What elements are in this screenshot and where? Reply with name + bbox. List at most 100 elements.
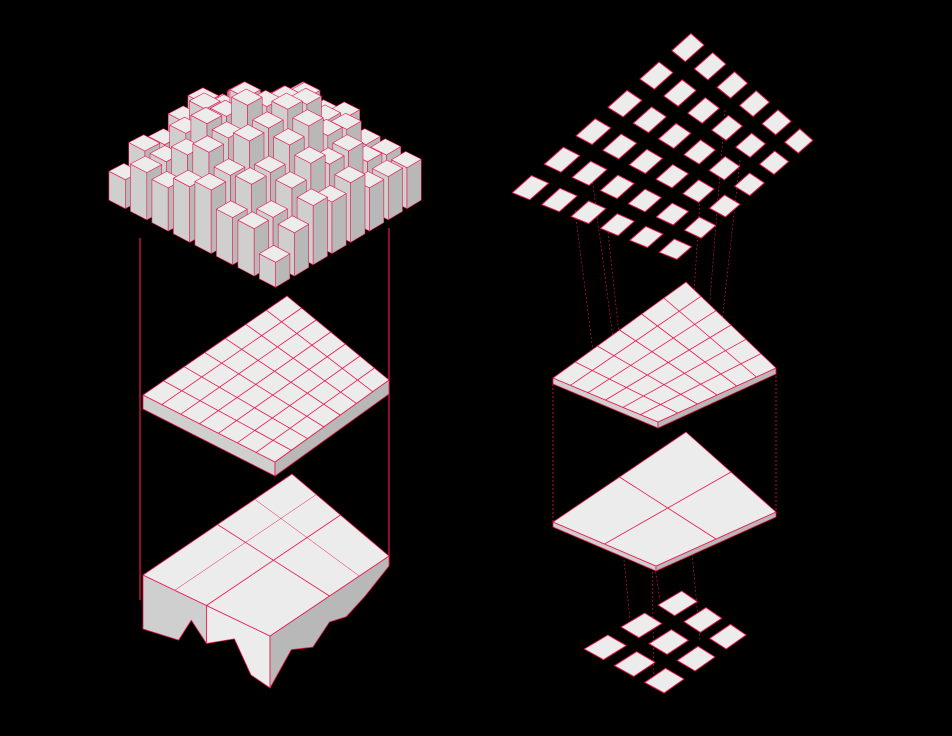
tile xyxy=(632,106,667,134)
prism-side-left xyxy=(194,181,212,254)
tile xyxy=(759,150,790,175)
plate-grid-line xyxy=(255,367,375,453)
prism-side-left xyxy=(216,208,233,266)
tile xyxy=(734,172,765,197)
prism-side-right xyxy=(350,173,366,243)
prism-top xyxy=(190,107,223,124)
tile xyxy=(683,216,717,239)
tile xyxy=(671,33,705,63)
prism-top xyxy=(213,158,246,176)
small-tile xyxy=(648,629,689,655)
prism-side-left xyxy=(151,179,169,232)
tile xyxy=(735,132,766,158)
block-facet-line xyxy=(254,499,360,577)
prism-top xyxy=(294,146,326,164)
prism-side-left xyxy=(237,219,255,277)
left-column-connector-lines xyxy=(139,228,390,600)
tile xyxy=(784,128,814,154)
plate-grid-line xyxy=(163,380,292,451)
tile xyxy=(708,156,741,181)
prism-top xyxy=(128,134,161,152)
tile xyxy=(575,118,612,145)
plate-grid-line xyxy=(183,366,308,439)
prism-top xyxy=(273,128,305,146)
tile xyxy=(602,133,638,160)
tile-array-layer xyxy=(511,33,814,260)
plate-top xyxy=(142,295,390,463)
small-tile xyxy=(644,667,685,694)
prism-side-right xyxy=(294,223,310,277)
tile xyxy=(629,225,664,248)
prism-side-right xyxy=(387,167,403,221)
right-column-assembly xyxy=(511,33,814,694)
tile xyxy=(570,200,607,225)
small-tile xyxy=(613,651,656,677)
tile xyxy=(655,202,689,226)
tile xyxy=(709,194,741,218)
prism-top xyxy=(315,185,347,203)
prism-top xyxy=(391,151,422,168)
prism-top xyxy=(237,211,269,229)
tile xyxy=(716,71,748,99)
plate-grid-line xyxy=(180,319,317,415)
prism-top xyxy=(372,159,403,177)
tile xyxy=(658,122,692,149)
slab-grid-line xyxy=(574,361,678,414)
plate-grid-line xyxy=(204,352,325,428)
prism-top xyxy=(233,124,265,142)
prism xyxy=(277,215,310,277)
prism-top xyxy=(192,135,224,153)
plate-grid-line xyxy=(161,307,302,405)
tile xyxy=(682,179,715,203)
prism-top xyxy=(332,134,364,152)
prism xyxy=(258,245,291,288)
plate-grid-line xyxy=(266,309,373,393)
tile xyxy=(627,188,662,213)
prism-side-right xyxy=(312,196,328,266)
prism-top xyxy=(130,155,162,173)
tile xyxy=(571,160,608,186)
slab-top xyxy=(552,281,777,423)
prism-top xyxy=(258,245,291,263)
tile xyxy=(687,97,720,124)
tile xyxy=(607,89,643,118)
small-tile xyxy=(620,612,663,639)
left-column-assembly xyxy=(108,81,422,689)
prism-top xyxy=(290,87,322,105)
prism-side-left xyxy=(173,177,190,243)
prism-top xyxy=(256,200,288,218)
gridded-slab-layer xyxy=(552,281,777,429)
prism-side-right xyxy=(331,193,347,254)
plate-grid-line xyxy=(218,343,346,434)
prism-top xyxy=(275,171,307,189)
small-tile xyxy=(676,645,716,672)
plate-grid-line xyxy=(237,355,361,444)
prism-top xyxy=(254,155,286,173)
prism-top xyxy=(296,188,328,206)
tile xyxy=(655,164,689,189)
prism-top xyxy=(277,215,310,233)
prism-top xyxy=(216,200,248,218)
prism-side-left xyxy=(130,163,148,221)
block-face-right xyxy=(269,555,390,689)
block-grid-line xyxy=(217,524,330,597)
prism-side-right xyxy=(369,179,385,232)
tile xyxy=(541,187,578,213)
prism-top xyxy=(330,112,362,130)
faceted-block-layer xyxy=(142,473,390,689)
slab-grid-line xyxy=(641,313,737,387)
small-tile xyxy=(709,623,747,650)
tile xyxy=(711,114,743,141)
prism-top xyxy=(235,167,267,185)
tile xyxy=(600,213,635,237)
grid-plate-layer xyxy=(142,295,390,477)
prism-top xyxy=(271,92,303,110)
tile xyxy=(761,109,792,136)
tile xyxy=(683,139,716,165)
prism-top xyxy=(252,111,284,129)
tile xyxy=(543,146,581,173)
plate-grid-line xyxy=(199,331,331,425)
slab-grid-line xyxy=(597,345,698,405)
prism-top xyxy=(370,138,402,156)
tile xyxy=(663,79,697,107)
